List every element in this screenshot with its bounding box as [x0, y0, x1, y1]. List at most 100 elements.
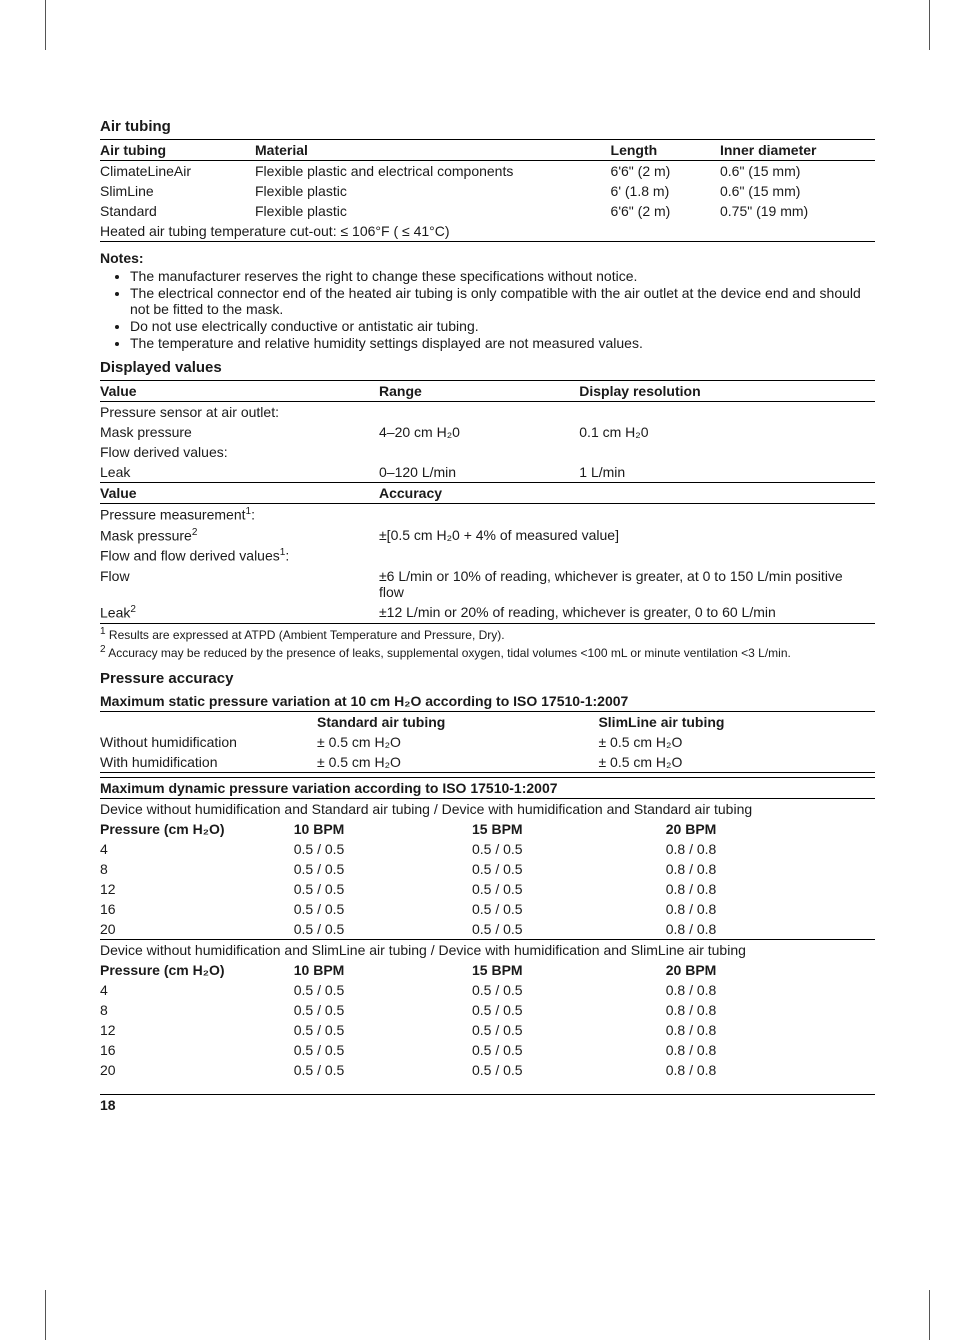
td: 16: [100, 1040, 294, 1060]
crop-mark: [929, 1290, 930, 1340]
td: Flow: [100, 566, 379, 602]
td: 1 L/min: [579, 462, 875, 483]
footnote-text: Accuracy may be reduced by the presence …: [106, 646, 791, 660]
air-tubing-heading: Air tubing: [100, 118, 875, 135]
th: Value: [100, 483, 379, 504]
td: With humidification: [100, 752, 317, 773]
th: Inner diameter: [720, 140, 875, 161]
th: 10 BPM: [294, 819, 472, 839]
td: 4–20 cm H₂0: [379, 422, 579, 442]
td: 0.8 / 0.8: [666, 1040, 875, 1060]
td: [579, 402, 875, 423]
td: 0.8 / 0.8: [666, 980, 875, 1000]
th: Material: [255, 140, 531, 161]
td: 20: [100, 1060, 294, 1080]
th: Air tubing: [100, 140, 255, 161]
table-row: Leak2±12 L/min or 20% of reading, whiche…: [100, 602, 875, 623]
td: 8: [100, 859, 294, 879]
td: 8: [100, 1000, 294, 1020]
th: Display resolution: [579, 381, 875, 402]
table-row: Flow±6 L/min or 10% of reading, whicheve…: [100, 566, 875, 602]
td: 0.5 / 0.5: [294, 1020, 472, 1040]
th: Pressure (cm H₂O): [100, 960, 294, 980]
td: 0.5 / 0.5: [472, 859, 666, 879]
footnote-1: 1 Results are expressed at ATPD (Ambient…: [100, 626, 875, 642]
th: Length: [531, 140, 720, 161]
displayed-values-heading: Displayed values: [100, 359, 875, 376]
table-row: Flow and flow derived values1:: [100, 545, 875, 566]
td: 0.5 / 0.5: [294, 919, 472, 940]
table-row: Leak0–120 L/min1 L/min: [100, 462, 875, 483]
table-row: 160.5 / 0.50.5 / 0.50.8 / 0.8: [100, 899, 875, 919]
crop-mark: [45, 1290, 46, 1340]
td: Flow and flow derived values1:: [100, 545, 379, 566]
td: ± 0.5 cm H₂O: [317, 732, 598, 752]
table-row: 120.5 / 0.50.5 / 0.50.8 / 0.8: [100, 879, 875, 899]
static-title: Maximum static pressure variation at 10 …: [100, 691, 875, 712]
td: 0.5 / 0.5: [472, 919, 666, 940]
notes-list: The manufacturer reserves the right to c…: [100, 268, 875, 351]
table-row: Pressure measurement1:: [100, 504, 875, 525]
td: 0.5 / 0.5: [294, 859, 472, 879]
td: 0.5 / 0.5: [472, 1020, 666, 1040]
air-tubing-table: Air tubing Material Length Inner diamete…: [100, 139, 875, 242]
td: 0.8 / 0.8: [666, 1000, 875, 1020]
header-row: Pressure (cm H₂O)10 BPM15 BPM20 BPM: [100, 819, 875, 839]
td: 0.5 / 0.5: [472, 1060, 666, 1080]
td: 6'6" (2 m): [531, 161, 720, 182]
footnote-2: 2 Accuracy may be reduced by the presenc…: [100, 644, 875, 660]
td: 0.75" (19 mm): [720, 201, 875, 221]
td: Mask pressure: [100, 422, 379, 442]
dynamic-title: Maximum dynamic pressure variation accor…: [100, 777, 875, 798]
td: 6' (1.8 m): [531, 181, 720, 201]
table-row: 80.5 / 0.50.5 / 0.50.8 / 0.8: [100, 859, 875, 879]
td: 0.6" (15 mm): [720, 161, 875, 182]
td: Device without humidification and Standa…: [100, 798, 875, 819]
th: Range: [379, 381, 579, 402]
td: [379, 442, 579, 462]
td: ±6 L/min or 10% of reading, whichever is…: [379, 566, 875, 602]
td: ± 0.5 cm H₂O: [598, 752, 875, 773]
note-item: The manufacturer reserves the right to c…: [130, 268, 875, 284]
table-row: 40.5 / 0.50.5 / 0.50.8 / 0.8: [100, 839, 875, 859]
td: SlimLine: [100, 181, 255, 201]
td: Pressure measurement1:: [100, 504, 379, 525]
td: 0.8 / 0.8: [666, 1020, 875, 1040]
td: Without humidification: [100, 732, 317, 752]
page-number: 18: [100, 1094, 875, 1113]
td: [379, 504, 875, 525]
td: 0.8 / 0.8: [666, 1060, 875, 1080]
th: 20 BPM: [666, 819, 875, 839]
th: 15 BPM: [472, 819, 666, 839]
td: ±12 L/min or 20% of reading, whichever i…: [379, 602, 875, 623]
td: 0.5 / 0.5: [294, 980, 472, 1000]
pressure-dynamic-table: Maximum dynamic pressure variation accor…: [100, 777, 875, 1080]
table-row: SlimLineFlexible plastic6' (1.8 m)0.6" (…: [100, 181, 875, 201]
table-row: Mask pressure2±[0.5 cm H₂0 + 4% of measu…: [100, 525, 875, 546]
td: 0.5 / 0.5: [472, 1000, 666, 1020]
th: SlimLine air tubing: [598, 711, 875, 732]
displayed-values-table: Value Range Display resolution Pressure …: [100, 380, 875, 624]
td: 0.5 / 0.5: [472, 879, 666, 899]
td: 0.6" (15 mm): [720, 181, 875, 201]
td: 0.5 / 0.5: [472, 899, 666, 919]
td: 0.5 / 0.5: [294, 879, 472, 899]
td: 4: [100, 839, 294, 859]
notes-title: Notes:: [100, 250, 875, 266]
th: 15 BPM: [472, 960, 666, 980]
td: 0.5 / 0.5: [472, 980, 666, 1000]
td: 0.5 / 0.5: [294, 899, 472, 919]
table-row: 40.5 / 0.50.5 / 0.50.8 / 0.8: [100, 980, 875, 1000]
td: 0.8 / 0.8: [666, 879, 875, 899]
table-row: With humidification± 0.5 cm H₂O± 0.5 cm …: [100, 752, 875, 773]
td: 0.8 / 0.8: [666, 899, 875, 919]
footnote-text: Results are expressed at ATPD (Ambient T…: [106, 628, 505, 642]
td: Device without humidification and SlimLi…: [100, 939, 875, 960]
td: ± 0.5 cm H₂O: [317, 752, 598, 773]
td: 0.5 / 0.5: [472, 839, 666, 859]
th: Accuracy: [379, 483, 875, 504]
td: 12: [100, 879, 294, 899]
th: Standard air tubing: [317, 711, 598, 732]
td: Pressure sensor at air outlet:: [100, 402, 379, 423]
td: 0.5 / 0.5: [294, 1000, 472, 1020]
